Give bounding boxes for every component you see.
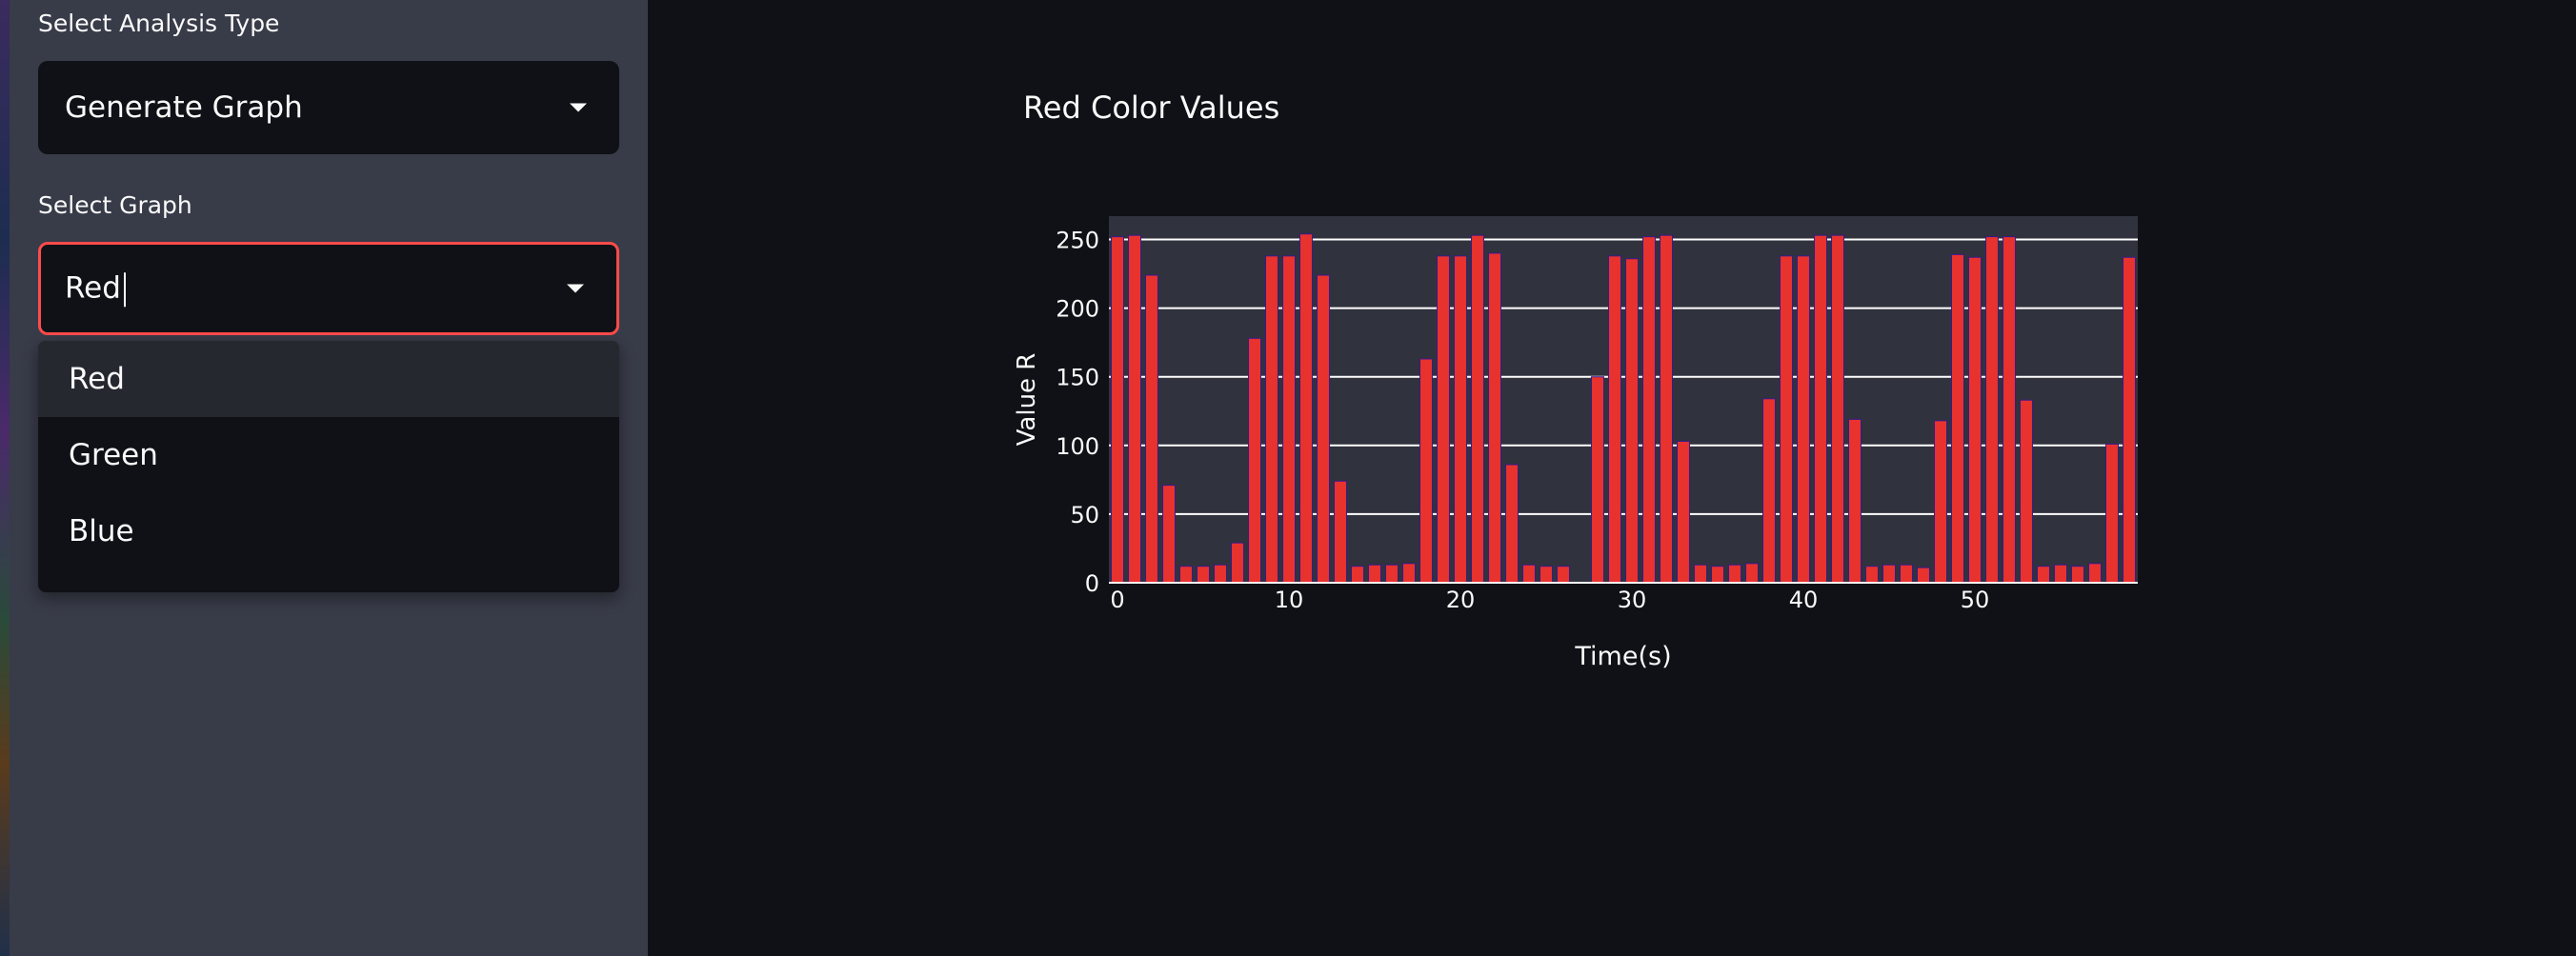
bar <box>1385 564 1399 584</box>
text-cursor <box>123 271 126 307</box>
bar <box>1214 564 1227 584</box>
option-blue[interactable]: Blue <box>69 514 134 548</box>
bar <box>1282 255 1296 584</box>
graph-select[interactable]: Red <box>38 242 619 335</box>
bar <box>1985 236 1999 584</box>
bar <box>1711 566 1724 584</box>
bar <box>1419 358 1433 584</box>
bar <box>1402 563 1416 584</box>
bar <box>1299 233 1313 584</box>
x-tick-label: 30 <box>1618 587 1647 613</box>
option-red[interactable]: Red <box>38 341 619 417</box>
bar <box>1179 566 1193 584</box>
bar <box>1831 234 1844 584</box>
x-tick-label: 50 <box>1961 587 1990 613</box>
bar <box>1334 480 1347 584</box>
chart-title: Red Color Values <box>1023 90 1280 126</box>
x-tick-label: 20 <box>1446 587 1476 613</box>
bar <box>2020 399 2033 584</box>
chevron-down-icon[interactable] <box>570 103 587 112</box>
bar <box>1505 464 1519 584</box>
bar <box>1368 564 1381 584</box>
sidebar: Select Analysis Type Generate Graph Sele… <box>10 0 648 956</box>
bar <box>1557 566 1570 584</box>
bar <box>1111 236 1124 584</box>
bar <box>1728 564 1741 584</box>
option-green[interactable]: Green <box>69 438 158 472</box>
graph-select-label: Select Graph <box>38 191 192 219</box>
bar <box>1248 337 1261 584</box>
bar <box>1454 255 1467 584</box>
y-tick-label: 0 <box>1085 570 1099 597</box>
x-tick-label: 10 <box>1275 587 1304 613</box>
bar <box>1522 564 1536 584</box>
y-axis-label: Value R <box>1013 353 1041 447</box>
bar <box>1848 418 1862 584</box>
bar <box>2105 443 2119 584</box>
window-edge-strip <box>0 0 10 956</box>
bar <box>1351 566 1364 584</box>
bar <box>1317 274 1330 584</box>
bar <box>1642 236 1656 584</box>
bar <box>2088 563 2102 584</box>
bar <box>1882 564 1896 584</box>
chevron-down-icon[interactable] <box>567 284 584 293</box>
bar <box>1471 234 1484 584</box>
bar <box>1488 252 1501 584</box>
bar <box>1951 253 1964 584</box>
bar <box>1145 274 1158 584</box>
bar <box>1762 398 1776 584</box>
bar <box>1128 234 1141 584</box>
y-tick-label: 150 <box>1056 365 1099 391</box>
bar <box>1900 564 1913 584</box>
bar <box>2054 564 2067 584</box>
bar <box>1265 255 1278 584</box>
x-axis-label: Time(s) <box>1574 642 1671 671</box>
bar <box>1797 255 1810 584</box>
bar <box>1934 420 1947 584</box>
bar <box>1437 255 1450 584</box>
bar <box>1677 440 1690 584</box>
bar-chart: 0 50 100 150 200 250 0 10 20 30 40 50 Value R Time(… <box>1013 216 2138 671</box>
analysis-type-select[interactable]: Generate Graph <box>38 61 619 154</box>
bar <box>2071 566 2084 584</box>
bar <box>2002 236 2016 584</box>
graph-select-value: Red <box>65 270 121 306</box>
bar <box>1540 566 1553 584</box>
analysis-type-label: Select Analysis Type <box>38 10 280 37</box>
bar <box>1231 542 1244 584</box>
bar <box>1625 258 1639 584</box>
analysis-type-value: Generate Graph <box>65 90 303 125</box>
bar <box>1197 566 1210 584</box>
bar <box>1162 485 1176 584</box>
bar <box>1660 234 1673 584</box>
bar <box>1608 255 1621 584</box>
bar <box>1865 566 1879 584</box>
bar <box>1780 255 1793 584</box>
plot-background <box>1109 216 2138 583</box>
x-tick-label: 0 <box>1110 587 1124 613</box>
bar <box>1814 234 1827 584</box>
bar <box>2123 256 2136 584</box>
y-tick-label: 50 <box>1070 502 1099 528</box>
bar <box>1591 376 1604 584</box>
bar <box>1694 564 1707 584</box>
bar <box>1968 256 1982 584</box>
bar <box>1745 563 1759 584</box>
bar <box>1917 567 1930 584</box>
graph-select-input[interactable]: Red <box>65 270 126 307</box>
x-tick-label: 40 <box>1789 587 1819 613</box>
y-tick-label: 200 <box>1056 296 1099 323</box>
graph-options-dropdown: Red Green Blue <box>38 341 619 592</box>
bar <box>2037 566 2050 584</box>
y-tick-label: 100 <box>1056 433 1099 460</box>
chart-container: Red Color Values 0 50 100 150 200 250 0 10 20 30 4… <box>981 67 2182 847</box>
y-tick-label: 250 <box>1056 228 1099 254</box>
